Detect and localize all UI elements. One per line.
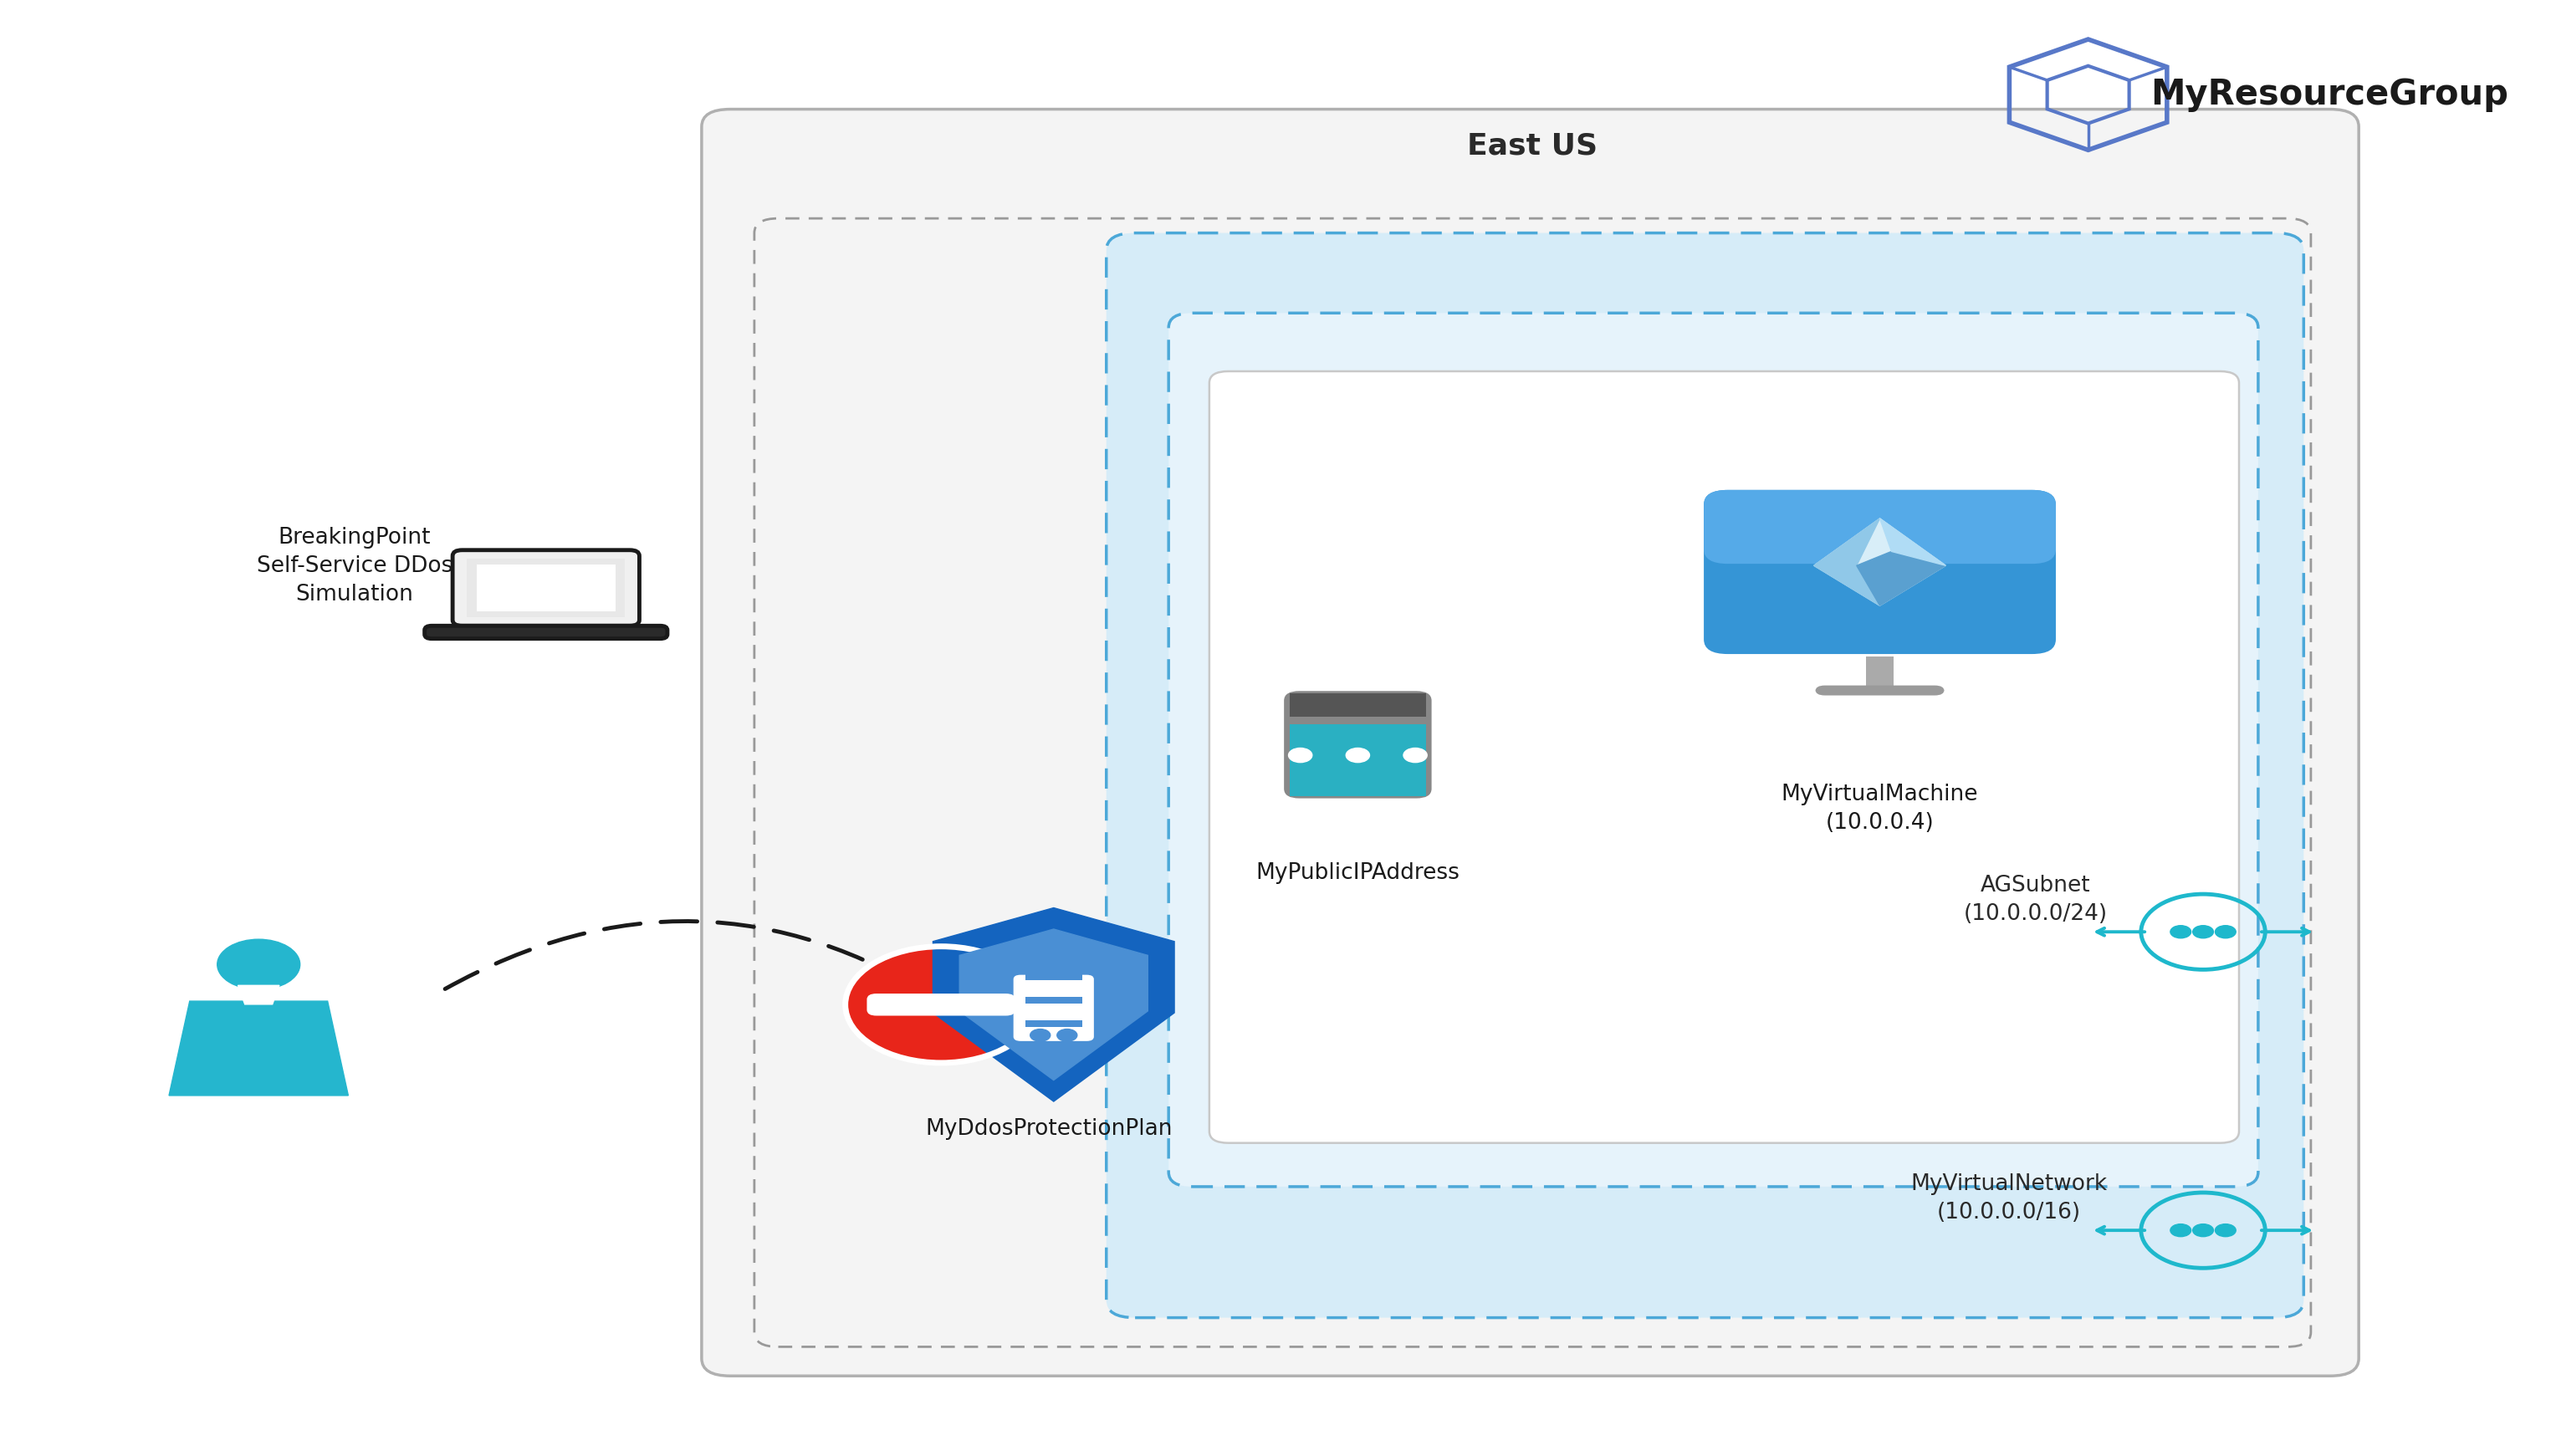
Circle shape [1347,748,1370,763]
Text: AGSubnet
(10.0.0.0/24): AGSubnet (10.0.0.0/24) [1964,875,2107,925]
Text: MyPublicIPAddress: MyPublicIPAddress [1255,862,1459,884]
FancyBboxPatch shape [1026,1019,1082,1026]
FancyBboxPatch shape [1026,973,1082,980]
Text: MyVirtualNetwork
(10.0.0.0/16): MyVirtualNetwork (10.0.0.0/16) [1911,1174,2107,1223]
FancyBboxPatch shape [467,559,625,617]
FancyArrowPatch shape [444,922,941,1000]
FancyBboxPatch shape [1209,371,2240,1143]
FancyBboxPatch shape [1291,725,1426,796]
FancyBboxPatch shape [1026,996,1082,1003]
Circle shape [844,946,1036,1063]
Circle shape [2194,1224,2214,1236]
Polygon shape [959,929,1148,1080]
Circle shape [217,939,301,990]
Circle shape [2214,926,2235,938]
FancyBboxPatch shape [867,993,1015,1016]
FancyBboxPatch shape [477,565,615,612]
Text: BreakingPoint
Self-Service DDos
Simulation: BreakingPoint Self-Service DDos Simulati… [258,527,452,606]
Circle shape [2171,1224,2191,1236]
Circle shape [2171,926,2191,938]
Text: MyVirtualMachine
(10.0.0.4): MyVirtualMachine (10.0.0.4) [1781,783,1980,833]
Polygon shape [934,909,1173,1101]
FancyBboxPatch shape [1291,693,1426,716]
Text: MyResourceGroup: MyResourceGroup [2150,77,2508,112]
FancyBboxPatch shape [1107,233,2304,1318]
Circle shape [1031,1029,1051,1041]
Polygon shape [168,1002,349,1095]
FancyBboxPatch shape [1013,976,1094,1041]
FancyBboxPatch shape [1865,657,1893,686]
Polygon shape [1880,518,1946,565]
Circle shape [1288,748,1311,763]
Circle shape [2214,1224,2235,1236]
FancyBboxPatch shape [1168,313,2258,1187]
Circle shape [2194,926,2214,938]
Polygon shape [1857,552,1946,606]
Circle shape [1056,1029,1077,1041]
Polygon shape [1814,518,1946,606]
FancyBboxPatch shape [452,550,640,626]
FancyBboxPatch shape [1286,692,1431,798]
Polygon shape [1814,518,1880,606]
Circle shape [1403,748,1426,763]
FancyBboxPatch shape [702,109,2360,1376]
FancyBboxPatch shape [423,626,668,639]
Text: MyDdosProtectionPlan: MyDdosProtectionPlan [926,1118,1173,1140]
Polygon shape [237,986,278,1005]
FancyBboxPatch shape [1704,489,2056,563]
FancyBboxPatch shape [1704,489,2056,654]
FancyBboxPatch shape [1816,686,1944,696]
Text: East US: East US [1467,131,1597,160]
